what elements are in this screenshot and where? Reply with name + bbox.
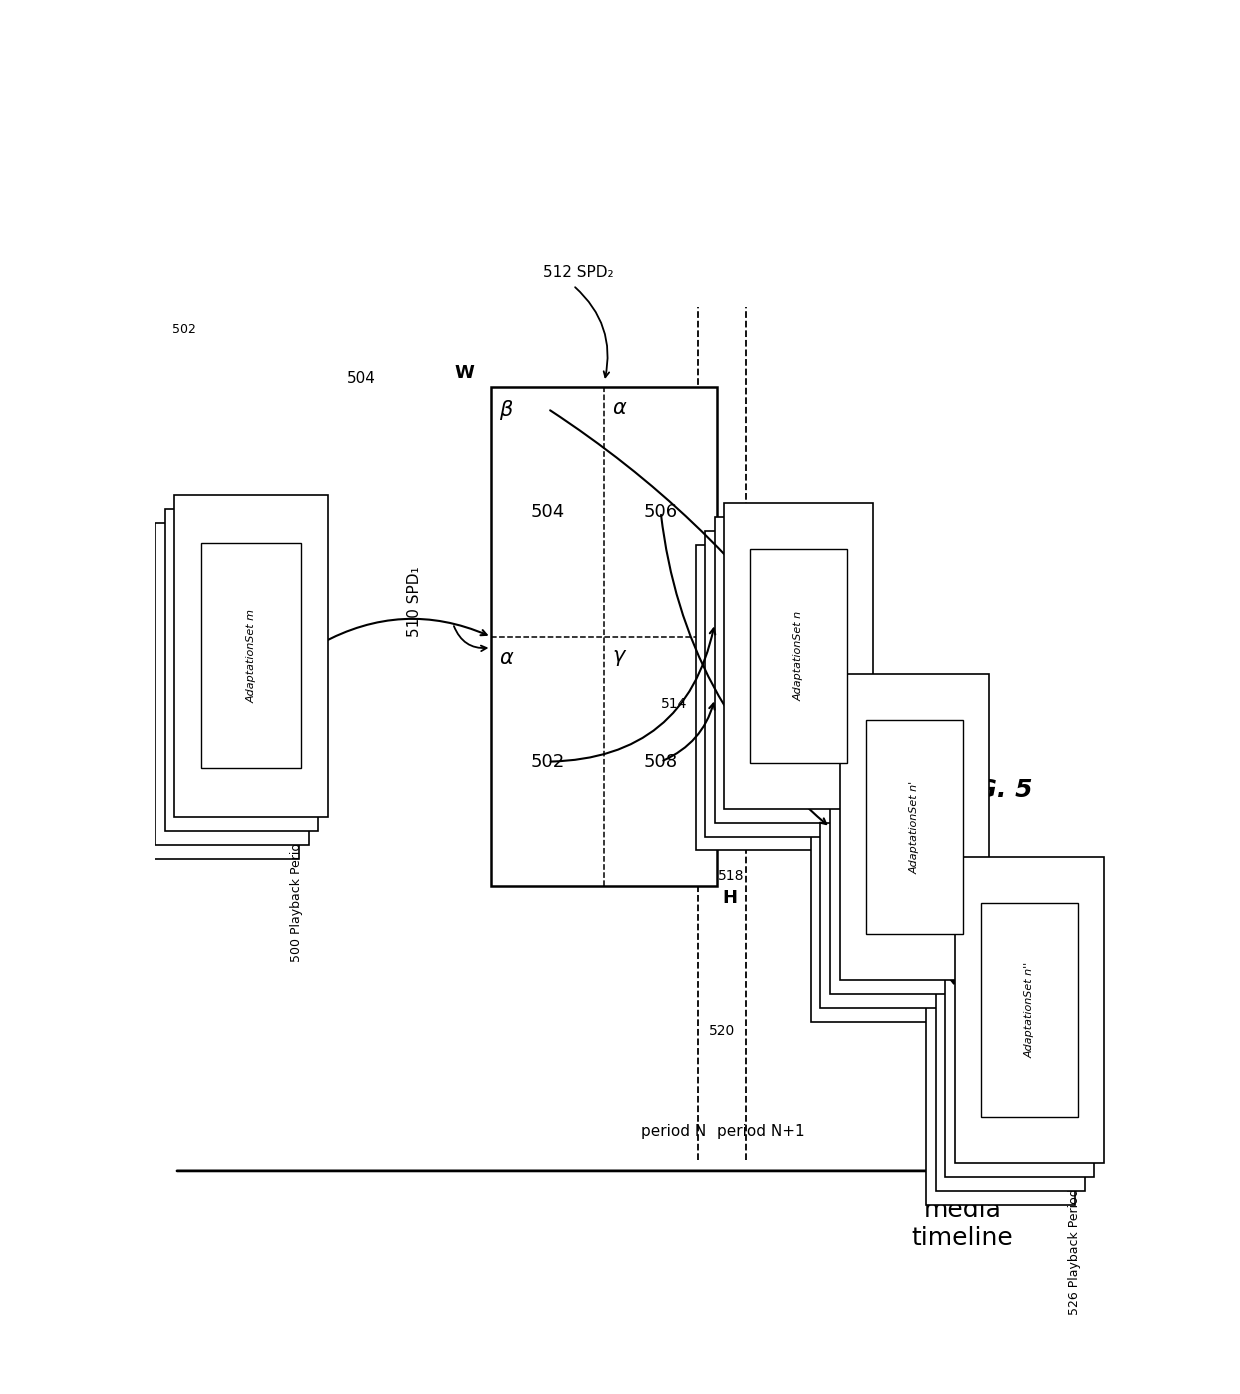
Bar	[714, 517, 864, 822]
Text: media
timeline: media timeline	[911, 1197, 1013, 1249]
Text: W: W	[454, 364, 474, 382]
Bar	[145, 537, 299, 859]
Text: $\alpha$: $\alpha$	[613, 399, 627, 418]
Bar	[926, 899, 1075, 1204]
Bar	[165, 509, 319, 831]
Text: $\alpha$: $\alpha$	[498, 648, 515, 668]
Text: AdaptationSet m: AdaptationSet m	[246, 609, 257, 703]
Text: AdaptationSet n': AdaptationSet n'	[909, 781, 919, 874]
Text: 504: 504	[531, 503, 565, 521]
Bar	[945, 871, 1095, 1177]
Bar	[866, 721, 962, 934]
Bar	[936, 885, 1085, 1190]
Bar	[830, 689, 980, 994]
Text: AdaptationSet n'': AdaptationSet n''	[1024, 962, 1034, 1058]
Text: 504: 504	[347, 371, 376, 386]
Text: 510 SPD₁: 510 SPD₁	[407, 567, 422, 637]
Bar	[706, 531, 854, 836]
Bar	[201, 542, 301, 768]
Text: 508: 508	[644, 753, 678, 771]
Bar	[174, 495, 327, 817]
Text: 518: 518	[718, 868, 745, 882]
Bar	[811, 717, 960, 1022]
Text: 506: 506	[644, 503, 678, 521]
Text: 526 Playback Period B'': 526 Playback Period B''	[1068, 1168, 1081, 1315]
Text: $\gamma$: $\gamma$	[613, 648, 627, 668]
Bar	[839, 675, 988, 980]
Text: 522 Playback Period B: 522 Playback Period B	[837, 814, 851, 953]
Bar	[981, 903, 1078, 1117]
Text: period N: period N	[641, 1124, 707, 1139]
Text: 502: 502	[172, 323, 196, 336]
Text: AdaptationSet n: AdaptationSet n	[794, 611, 804, 701]
Text: 516: 516	[713, 772, 740, 786]
Text: 514: 514	[661, 697, 687, 711]
Bar	[696, 545, 844, 850]
Bar	[821, 703, 970, 1008]
Text: period N+1: period N+1	[717, 1124, 805, 1139]
Text: H: H	[722, 888, 737, 906]
Text: 512 SPD₂: 512 SPD₂	[543, 265, 613, 280]
Text: 500 Playback Period A: 500 Playback Period A	[290, 822, 303, 962]
Bar	[155, 523, 309, 845]
Bar	[491, 388, 717, 887]
Bar	[955, 857, 1104, 1163]
Text: 524 Playback Period B': 524 Playback Period B'	[952, 986, 966, 1129]
Bar	[724, 503, 873, 809]
Text: 520: 520	[709, 1025, 735, 1039]
Text: 502: 502	[531, 753, 565, 771]
Text: $\beta$: $\beta$	[498, 399, 513, 422]
Text: FIG. 5: FIG. 5	[950, 778, 1033, 802]
Bar	[750, 549, 847, 763]
